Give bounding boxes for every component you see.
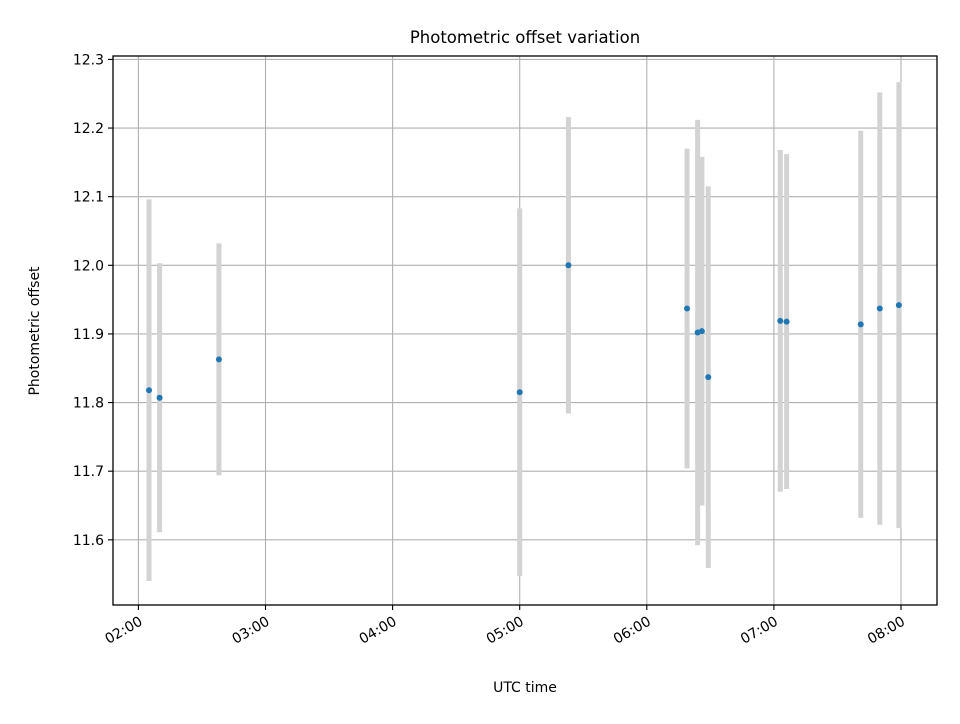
data-point (783, 318, 790, 325)
data-point (684, 305, 691, 312)
data-point (156, 394, 163, 401)
data-point (705, 374, 712, 381)
y-tick-label: 11.9 (73, 327, 104, 343)
x-axis-label: UTC time (493, 680, 557, 696)
y-tick-label: 11.6 (73, 533, 104, 549)
data-point (895, 302, 902, 309)
data-points (146, 262, 902, 401)
data-point (857, 321, 864, 328)
grid-lines (113, 56, 937, 605)
plot-area (113, 56, 937, 605)
data-point (146, 387, 153, 394)
data-point (876, 305, 883, 312)
data-point (215, 356, 222, 363)
data-point (777, 317, 784, 324)
y-axis-label: Photometric offset (27, 266, 43, 396)
y-tick-label: 12.0 (73, 258, 104, 274)
data-point (516, 389, 523, 396)
plot-frame (112, 55, 938, 606)
chart-title: Photometric offset variation (410, 28, 640, 47)
y-tick-label: 11.8 (73, 396, 104, 412)
data-point (565, 262, 572, 269)
y-tick-label: 12.3 (73, 52, 104, 68)
data-point (698, 328, 705, 335)
y-tick-label: 12.2 (73, 121, 104, 137)
y-axis-ticks: 11.6 11.7 11.8 11.9 12.0 12.1 12.2 12.3 (73, 52, 113, 549)
y-tick-label: 12.1 (73, 190, 104, 206)
y-tick-label: 11.7 (73, 464, 104, 480)
